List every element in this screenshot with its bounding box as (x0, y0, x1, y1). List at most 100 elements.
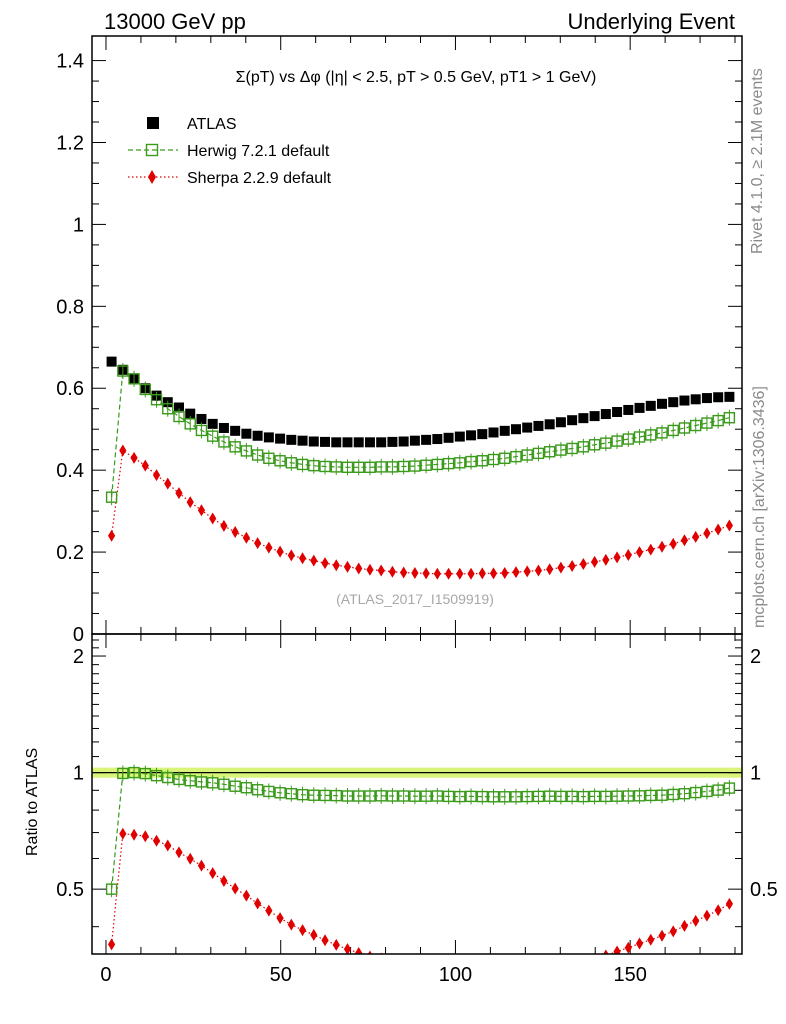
herwig-ratio-point (206, 777, 219, 789)
sherpa-point (377, 564, 385, 577)
herwig-line (111, 369, 730, 498)
herwig-ratio-point (510, 791, 522, 803)
sherpa-point (523, 565, 531, 578)
atlas-point (263, 432, 274, 443)
herwig-ratio-point (229, 780, 241, 792)
sherpa-point (152, 469, 161, 482)
sherpa-point (546, 563, 554, 576)
sherpa-point (725, 519, 733, 532)
sherpa-ratio-point (242, 889, 250, 902)
atlas-point (466, 430, 477, 441)
sherpa-ratio-point (692, 914, 700, 927)
sherpa-ratio-point (355, 947, 363, 954)
herwig-point (431, 458, 444, 471)
sherpa-point (130, 451, 138, 464)
atlas-point (320, 436, 331, 447)
herwig-ratio-point (218, 778, 230, 790)
herwig-ratio-line (111, 771, 730, 890)
herwig-ratio-point (105, 883, 118, 895)
atlas-point (656, 398, 667, 409)
herwig-point (499, 452, 511, 464)
main-ytick-label: 0.4 (56, 460, 84, 482)
atlas-point (477, 429, 488, 440)
sherpa-point (557, 561, 565, 574)
sherpa-point (456, 567, 464, 580)
herwig-ratio-point (431, 790, 444, 802)
herwig-point (555, 444, 567, 456)
sherpa-point (231, 526, 239, 539)
sherpa-ratio-point (603, 949, 609, 954)
herwig-point (274, 455, 286, 467)
sherpa-point (568, 560, 576, 573)
herwig-ratio-point (532, 790, 545, 803)
atlas-point (398, 436, 409, 447)
header-left: 13000 GeV pp (104, 9, 246, 34)
atlas-point (612, 407, 623, 418)
atlas-point (409, 435, 420, 446)
sherpa-point (141, 459, 149, 472)
herwig-point (195, 424, 208, 437)
sherpa-point (444, 567, 453, 580)
herwig-point (150, 394, 163, 406)
herwig-ratio-point (409, 790, 421, 802)
atlas-point (364, 437, 375, 448)
sherpa-ratio-point (141, 830, 149, 843)
herwig-point (296, 458, 309, 471)
sherpa-point (107, 529, 116, 542)
herwig-ratio-point (420, 790, 432, 802)
herwig-ratio-point (150, 769, 163, 782)
herwig-point (229, 441, 241, 453)
atlas-point (645, 400, 656, 411)
sherpa-ratio-point (220, 874, 228, 887)
herwig-ratio-point (285, 788, 298, 800)
herwig-point (442, 457, 455, 470)
sherpa-point (209, 512, 217, 525)
herwig-ratio-point (577, 790, 590, 803)
sherpa-ratio-point (321, 934, 329, 947)
sherpa-ratio-point (343, 943, 352, 954)
herwig-point (353, 461, 365, 473)
herwig-point (251, 449, 264, 461)
sherpa-point (343, 560, 352, 573)
main-ytick-label: 0.6 (56, 378, 84, 400)
herwig-point (218, 436, 230, 448)
atlas-point (286, 434, 297, 445)
sherpa-ratio-point (535, 966, 542, 978)
sherpa-ratio-point (669, 925, 677, 938)
sherpa-point (411, 566, 419, 579)
atlas-point (106, 356, 117, 367)
sherpa-point (680, 534, 689, 547)
herwig-point (330, 461, 342, 473)
ratio-series (105, 764, 736, 979)
header-right: Underlying Event (567, 9, 735, 34)
herwig-ratio-point (375, 790, 387, 802)
legend-atlas-marker (147, 117, 159, 129)
atlas-point (578, 413, 589, 424)
sherpa-point (321, 557, 329, 570)
atlas-point (634, 402, 645, 413)
ratio-ticks: 0.5 0.5 1 1 2 2 0 50 100 150 (56, 634, 778, 986)
atlas-point (499, 425, 510, 436)
herwig-point (611, 435, 623, 447)
herwig-ratio-point (251, 784, 264, 796)
sherpa-point (242, 531, 250, 544)
sherpa-ratio-point (175, 846, 183, 859)
herwig-point (645, 429, 657, 441)
atlas-point (252, 430, 263, 441)
atlas-point (173, 402, 184, 413)
herwig-point (139, 383, 151, 396)
main-ytick-label: 0 (73, 624, 84, 646)
herwig-ratio-point (487, 791, 500, 803)
herwig-ratio-point (263, 785, 275, 798)
atlas-point (724, 391, 735, 402)
herwig-point (588, 439, 601, 451)
sherpa-ratio-point (164, 839, 172, 852)
sherpa-ratio-point (130, 828, 138, 841)
sherpa-ratio-point (479, 967, 486, 979)
herwig-point (308, 459, 320, 472)
atlas-point (331, 437, 342, 448)
sherpa-ratio-point (186, 852, 194, 865)
herwig-point (476, 455, 488, 467)
main-ytick-label: 1.4 (56, 51, 84, 73)
ratio-ytick-label: 0.5 (56, 879, 84, 901)
